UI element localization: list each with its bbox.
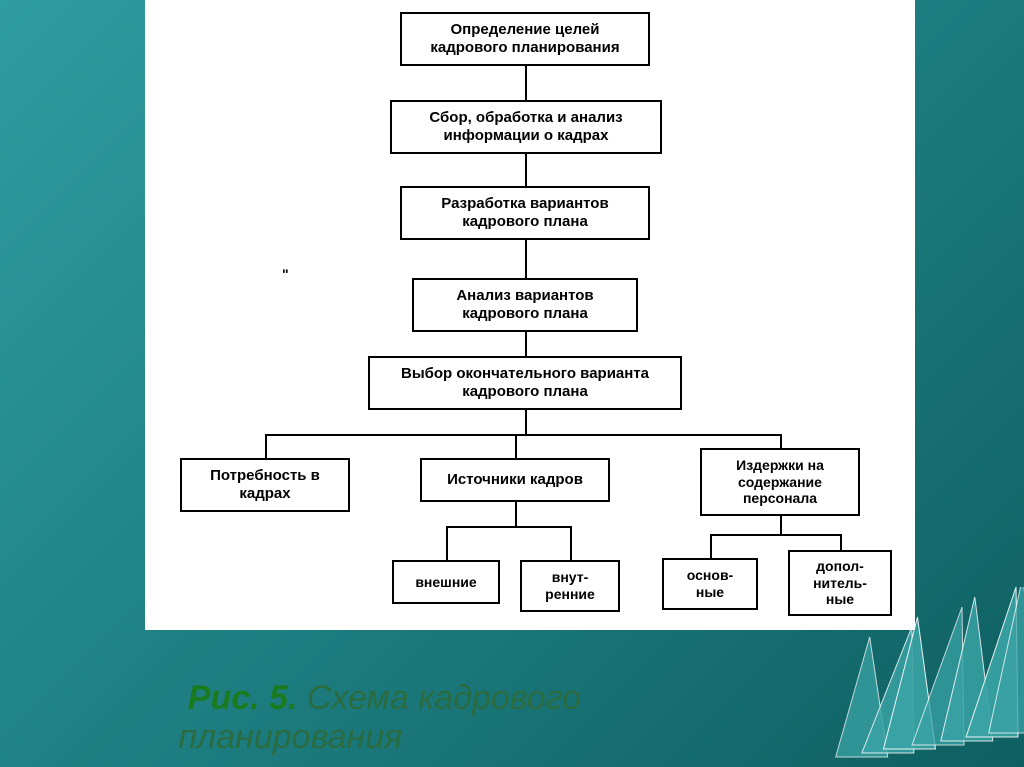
connector bbox=[525, 66, 527, 100]
caption-prefix: Рис. 5. bbox=[188, 679, 307, 717]
corner-triangles-icon bbox=[804, 587, 1024, 767]
node-develop: Разработка вариантов кадрового плана bbox=[400, 186, 650, 240]
connector bbox=[265, 434, 780, 436]
connector bbox=[780, 516, 782, 534]
slide: Определение целей кадрового планирования… bbox=[0, 0, 1024, 767]
node-branch-sources: Источники кадров bbox=[420, 458, 610, 502]
connector bbox=[525, 410, 527, 434]
connector bbox=[710, 534, 840, 536]
connector bbox=[840, 534, 842, 550]
connector bbox=[570, 526, 572, 560]
node-collect: Сбор, обработка и анализ информации о ка… bbox=[390, 100, 662, 154]
connector bbox=[525, 240, 527, 278]
connector bbox=[446, 526, 570, 528]
node-branch-costs: Издержки на содержание персонала bbox=[700, 448, 860, 516]
node-goals: Определение целей кадрового планирования bbox=[400, 12, 650, 66]
connector bbox=[515, 434, 517, 458]
node-leaf-external: внешние bbox=[392, 560, 500, 604]
connector bbox=[515, 502, 517, 526]
connector bbox=[780, 434, 782, 448]
figure-caption: Рис. 5. Схема кадрового планирования bbox=[150, 640, 581, 767]
connector bbox=[710, 534, 712, 558]
stray-mark: " bbox=[282, 266, 289, 282]
node-leaf-internal: внут- ренние bbox=[520, 560, 620, 612]
connector bbox=[446, 526, 448, 560]
node-choose: Выбор окончательного варианта кадрового … bbox=[368, 356, 682, 410]
connector bbox=[525, 332, 527, 356]
node-branch-need: Потребность в кадрах bbox=[180, 458, 350, 512]
node-analyze: Анализ вариантов кадрового плана bbox=[412, 278, 638, 332]
connector bbox=[525, 154, 527, 186]
connector bbox=[265, 434, 267, 458]
corner-art bbox=[804, 587, 1024, 767]
node-leaf-main: основ- ные bbox=[662, 558, 758, 610]
